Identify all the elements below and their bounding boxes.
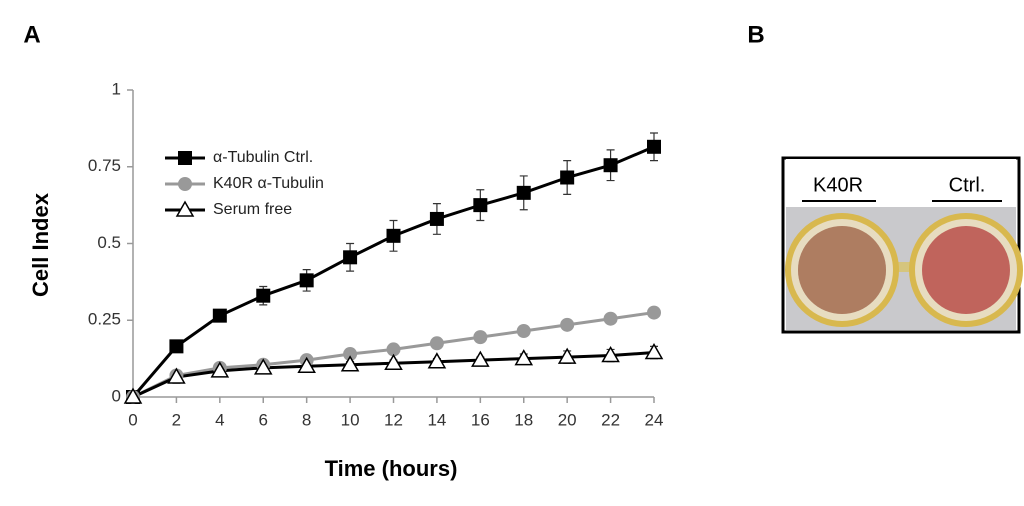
marker-circle <box>473 330 488 345</box>
x-tick-label: 18 <box>514 410 533 429</box>
legend-marker <box>178 177 192 191</box>
x-tick-label: 2 <box>172 410 181 429</box>
marker-circle <box>560 317 575 332</box>
x-tick-label: 4 <box>215 410 224 429</box>
well-tint <box>798 226 886 314</box>
y-tick-label: 0 <box>112 386 121 405</box>
marker-triangle <box>471 350 490 367</box>
y-axis-title: Cell Index <box>28 192 53 297</box>
marker-circle <box>603 311 618 326</box>
x-tick-label: 14 <box>427 410 446 429</box>
photo-label: Ctrl. <box>949 174 986 196</box>
marker-square <box>256 288 271 303</box>
x-axis-title: Time (hours) <box>325 456 458 481</box>
panel-label: B <box>747 21 764 48</box>
marker-square <box>299 273 314 288</box>
marker-circle <box>647 305 661 320</box>
y-tick-label: 0.5 <box>97 233 121 252</box>
marker-square <box>647 139 661 154</box>
marker-square <box>169 339 184 354</box>
x-tick-label: 0 <box>128 410 137 429</box>
x-tick-label: 10 <box>341 410 360 429</box>
legend-label: Serum free <box>213 201 292 218</box>
x-tick-label: 24 <box>645 410 664 429</box>
marker-triangle <box>297 356 316 374</box>
y-tick-label: 1 <box>112 79 121 98</box>
marker-square <box>343 250 358 265</box>
marker-triangle <box>384 353 403 370</box>
well-cells <box>798 226 886 314</box>
x-tick-label: 20 <box>558 410 577 429</box>
marker-triangle <box>644 342 664 360</box>
marker-triangle <box>123 387 143 404</box>
marker-triangle <box>253 358 273 375</box>
x-tick-label: 16 <box>471 410 490 429</box>
marker-triangle <box>557 347 577 364</box>
x-tick-label: 8 <box>302 410 311 429</box>
legend-label: α-Tubulin Ctrl. <box>213 149 313 166</box>
legend-marker <box>178 151 192 165</box>
marker-triangle <box>601 346 620 363</box>
marker-square <box>560 170 575 185</box>
marker-triangle <box>340 355 360 372</box>
marker-circle <box>343 347 358 362</box>
marker-circle <box>429 336 444 351</box>
marker-circle <box>386 342 401 357</box>
photo-label: K40R <box>813 174 863 196</box>
marker-triangle <box>514 349 534 366</box>
marker-square <box>473 198 488 213</box>
marker-triangle <box>427 352 447 369</box>
x-tick-label: 6 <box>259 410 268 429</box>
marker-circle <box>516 323 531 338</box>
marker-triangle <box>210 361 230 378</box>
marker-square <box>603 158 618 173</box>
marker-square <box>516 185 531 200</box>
label-strip <box>786 159 1016 207</box>
x-tick-label: 22 <box>601 410 620 429</box>
photo-panel: K40R Ctrl. <box>781 156 1023 334</box>
marker-triangle <box>167 367 186 384</box>
marker-square <box>386 228 401 243</box>
electrode-trace <box>786 262 1016 272</box>
well-cells <box>922 226 1010 314</box>
marker-square <box>429 211 444 226</box>
marker-square <box>212 308 227 323</box>
legend-marker <box>175 200 195 217</box>
y-tick-label: 0.75 <box>88 156 121 175</box>
y-tick-label: 0.25 <box>88 310 121 329</box>
panel-label: A <box>23 21 40 48</box>
legend-label: K40R α-Tubulin <box>213 175 324 192</box>
x-tick-label: 12 <box>384 410 403 429</box>
